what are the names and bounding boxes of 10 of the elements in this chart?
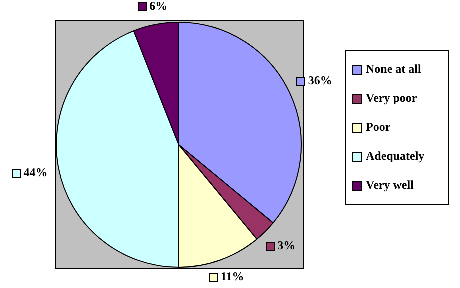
data-label: 44% [24,166,48,180]
data-label: 3% [278,238,296,253]
data-label: 36% [308,73,332,88]
legend-label: Poor [366,120,391,135]
legend-label: Very well [366,178,414,193]
legend-label: Adequately [366,149,425,164]
data-label: 6% [150,0,168,14]
data-label: 11% [220,269,244,284]
legend-label: None at all [366,62,422,77]
legend-label: Very poor [366,91,418,106]
